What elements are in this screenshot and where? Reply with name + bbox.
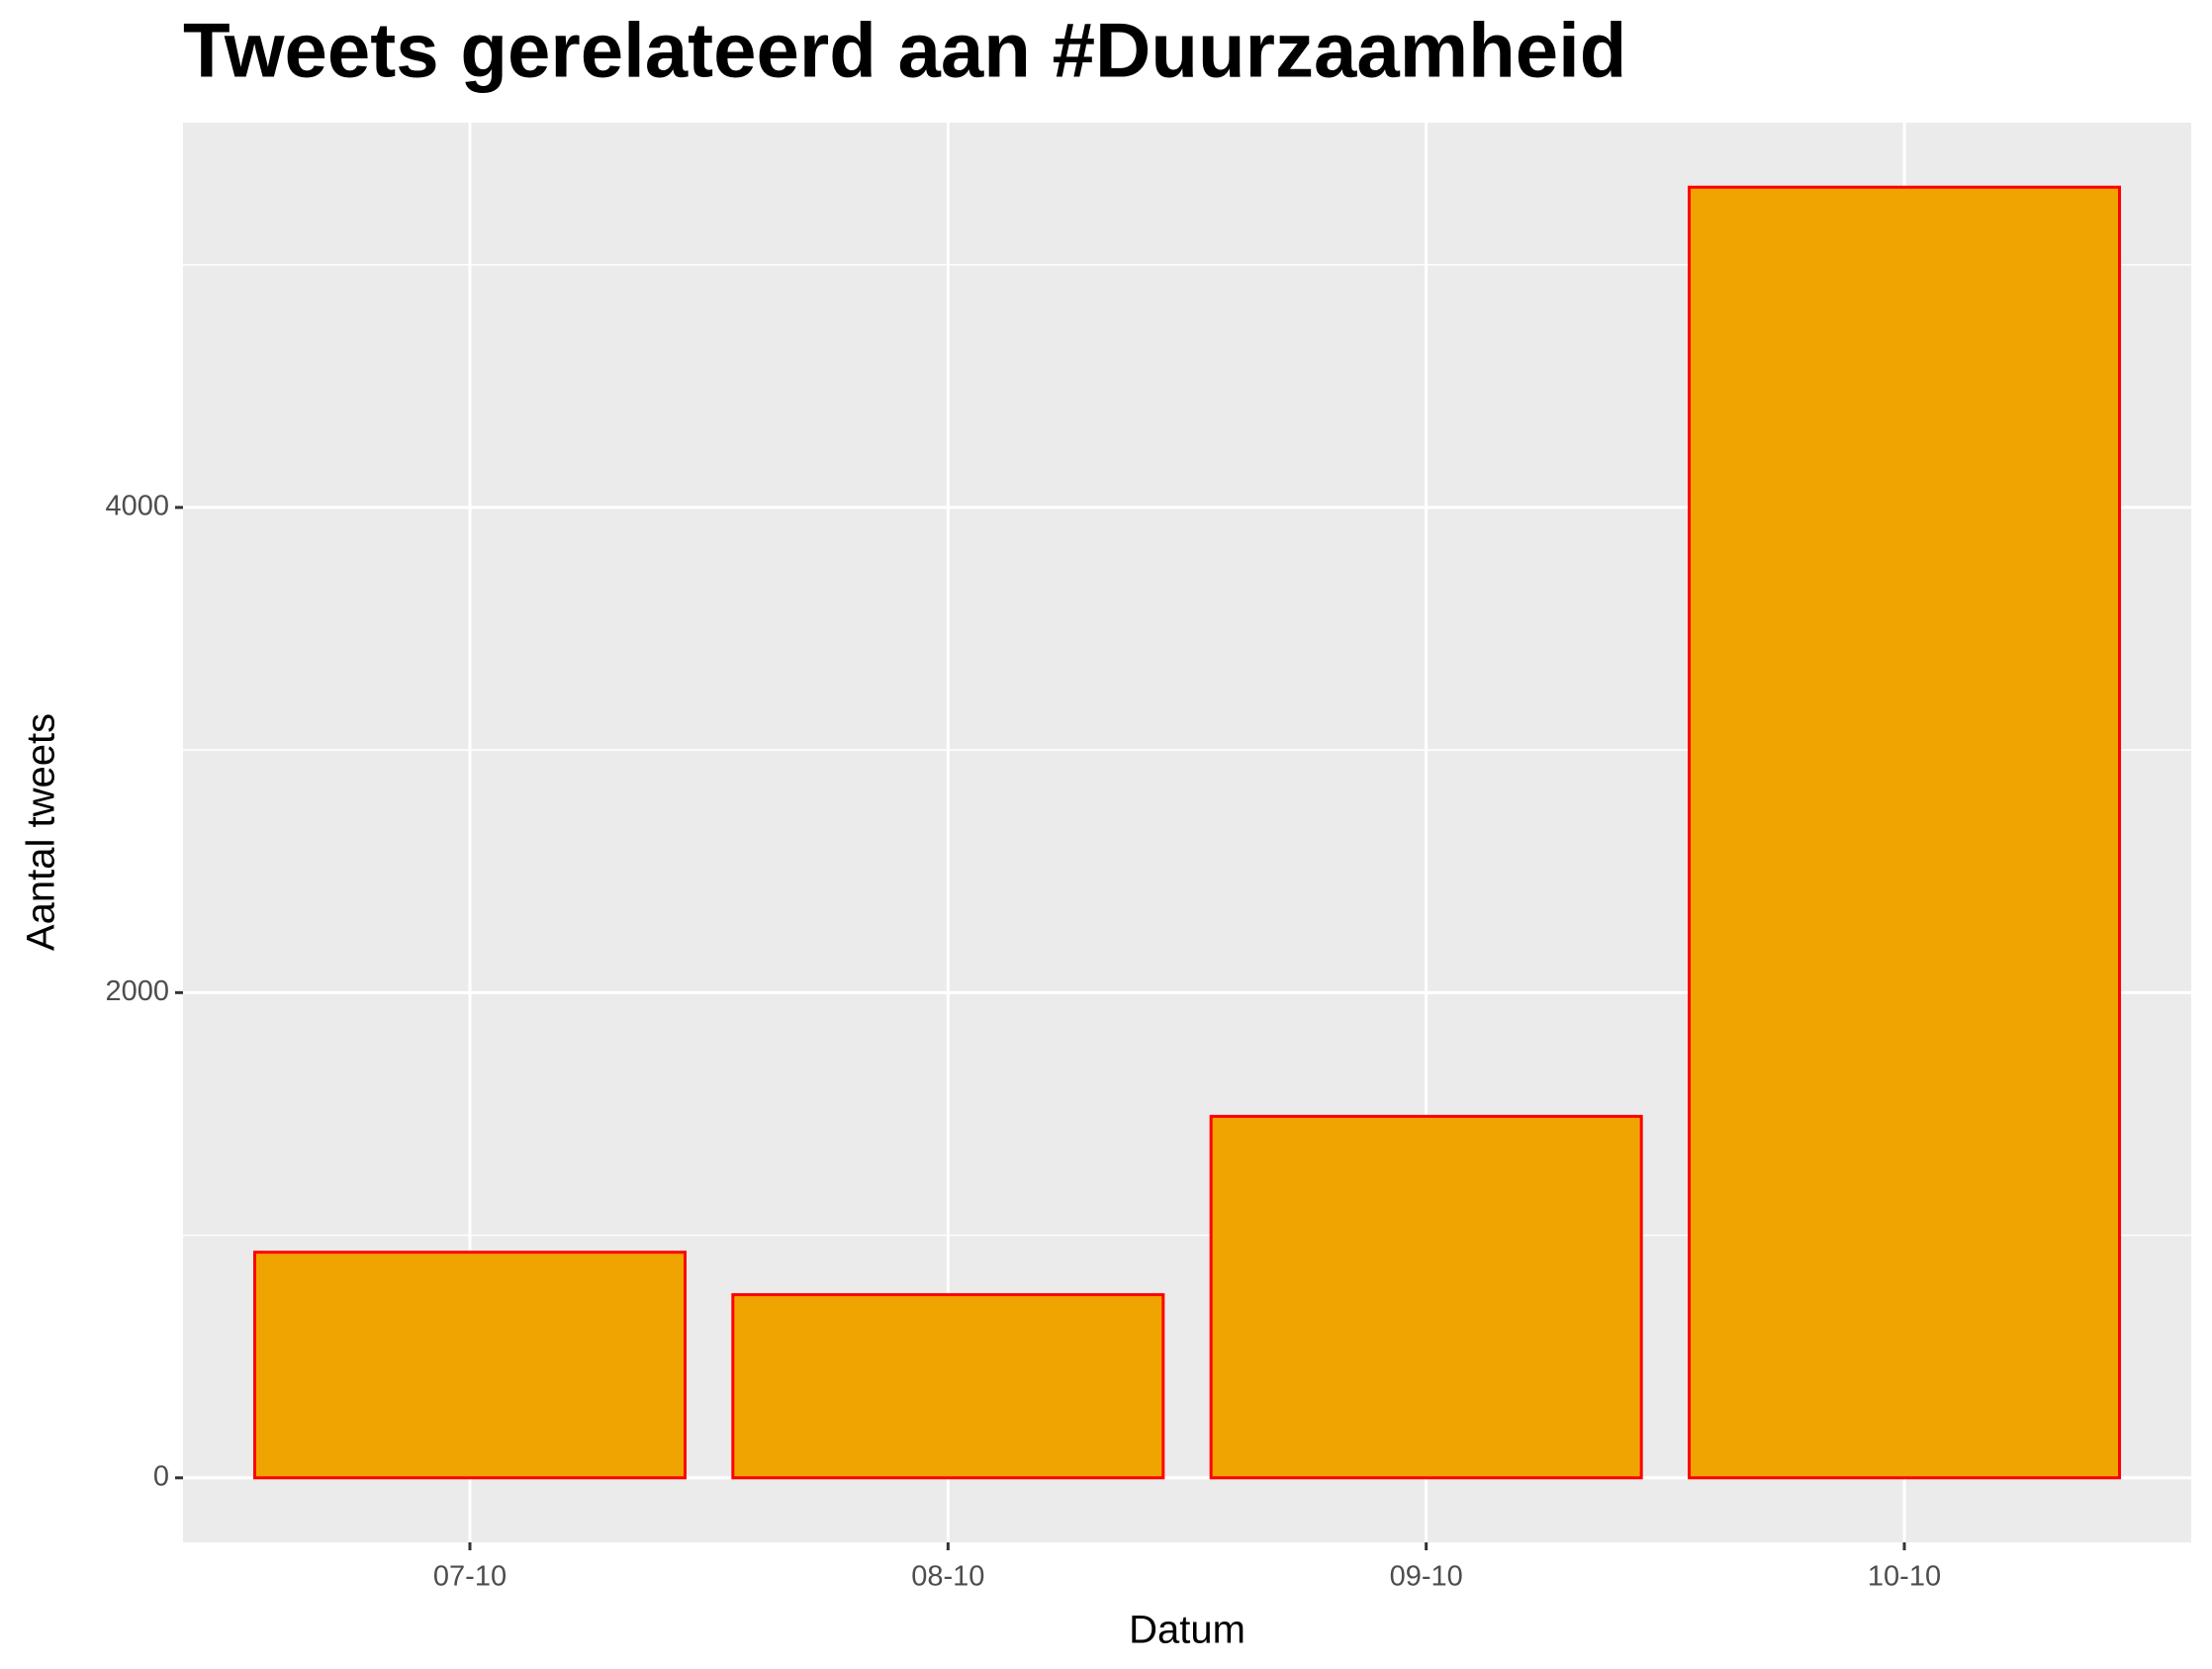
x-tick-label: 07-10 (433, 1561, 507, 1593)
x-tick-label: 10-10 (1868, 1561, 1941, 1593)
bar (1688, 185, 2121, 1480)
bar (1209, 1114, 1643, 1480)
y-tick-label: 0 (153, 1460, 169, 1492)
x-axis-title: Datum (1129, 1609, 1245, 1652)
bar (253, 1251, 687, 1480)
chart-title: Tweets gerelateerd aan #Duurzaamheid (183, 7, 1626, 94)
y-tick-label: 2000 (105, 975, 169, 1007)
bar (731, 1293, 1165, 1480)
x-tick-label: 08-10 (911, 1561, 984, 1593)
x-tick-label: 09-10 (1390, 1561, 1463, 1593)
y-tick-label: 4000 (105, 491, 169, 522)
y-axis-title: Aantal tweets (20, 713, 63, 951)
